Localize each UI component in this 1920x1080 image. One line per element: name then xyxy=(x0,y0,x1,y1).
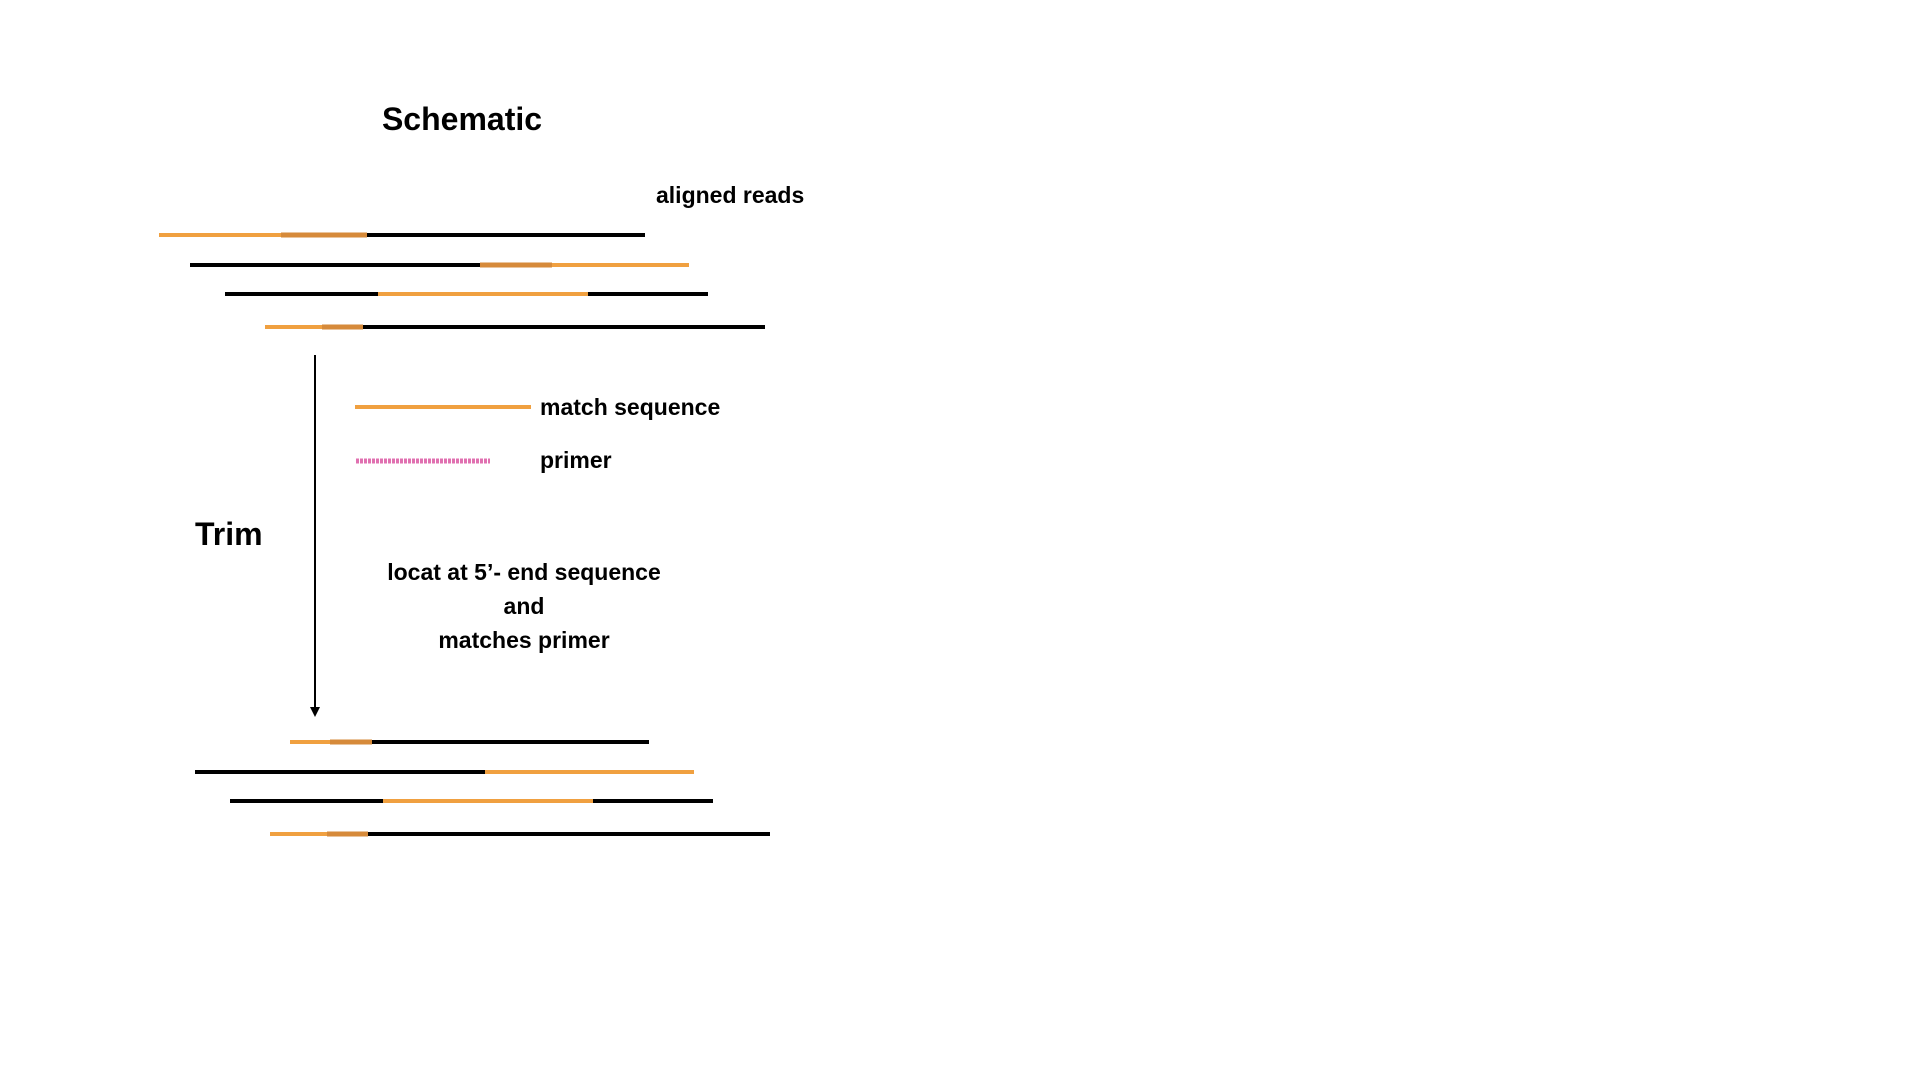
trim-condition-note: locat at 5’- end sequence and matches pr… xyxy=(374,555,674,657)
aligned-reads-before xyxy=(159,232,765,330)
aligned-reads-after xyxy=(195,739,770,837)
note-line-2: and xyxy=(503,593,545,619)
note-line-3: matches primer xyxy=(438,627,610,653)
diagram-title: Schematic xyxy=(381,101,543,137)
trim-label: Trim xyxy=(195,516,263,552)
note-line-1: locat at 5’- end sequence xyxy=(387,559,661,585)
match-sequence-legend-label: match sequence xyxy=(540,394,721,420)
aligned-reads-label: aligned reads xyxy=(656,182,805,208)
primer-legend-label: primer xyxy=(540,447,612,473)
